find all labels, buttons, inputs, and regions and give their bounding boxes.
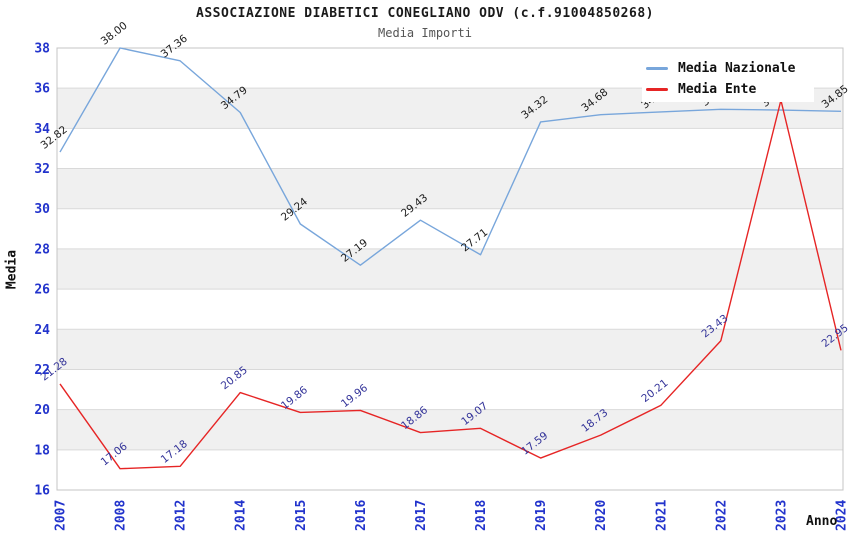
x-axis-title: Anno (806, 514, 838, 529)
plot-band (57, 248, 843, 290)
y-tick-label: 22 (34, 363, 50, 378)
x-tick-label: 2017 (414, 500, 429, 531)
plot-band (57, 168, 843, 209)
legend: Media Nazionale Media Ente (642, 56, 814, 102)
y-tick-label: 36 (34, 82, 50, 97)
y-tick-label: 20 (34, 403, 50, 418)
y-tick-label: 24 (34, 323, 50, 338)
legend-item-media-nazionale: Media Nazionale (646, 61, 814, 76)
x-tick-label: 2008 (114, 500, 129, 531)
y-tick-label: 38 (34, 42, 50, 57)
data-label: 38.00 (99, 20, 130, 48)
data-label: 19.86 (279, 384, 310, 412)
legend-swatch-red (646, 88, 668, 91)
legend-label: Media Ente (678, 82, 757, 97)
x-tick-label: 2021 (654, 500, 669, 531)
plot-band (57, 329, 843, 370)
plot-border (56, 47, 844, 491)
chart-title: ASSOCIAZIONE DIABETICI CONEGLIANO ODV (c… (196, 6, 654, 21)
x-tick-label: 2022 (714, 500, 729, 531)
x-tick-label: 2024 (835, 500, 850, 531)
x-tick-label: 2007 (54, 500, 69, 531)
x-tick-label: 2023 (774, 500, 789, 531)
plot-band (57, 409, 843, 450)
legend-item-media-ente: Media Ente (646, 82, 814, 97)
y-tick-label: 34 (34, 122, 50, 137)
data-label: 19.96 (339, 382, 370, 410)
y-tick-label: 32 (34, 162, 50, 177)
x-tick-label: 2016 (354, 500, 369, 531)
x-tick-label: 2019 (534, 500, 549, 531)
y-tick-label: 28 (34, 242, 50, 257)
x-tick-label: 2018 (474, 500, 489, 531)
chart-subtitle: Media Importi (378, 26, 472, 40)
series-line-media-nazionale (59, 47, 842, 266)
y-tick-label: 18 (34, 443, 50, 458)
data-label: 37.36 (159, 32, 190, 60)
x-tick-label: 2012 (174, 500, 189, 531)
y-tick-label: 30 (34, 202, 50, 217)
legend-swatch-blue (646, 67, 668, 70)
x-tick-label: 2014 (234, 500, 249, 531)
y-tick-label: 16 (34, 484, 50, 499)
x-tick-label: 2020 (594, 500, 609, 531)
legend-label: Media Nazionale (678, 61, 796, 76)
y-tick-label: 26 (34, 283, 50, 298)
y-axis-title: Media (4, 249, 20, 290)
series-line-media-ente (59, 99, 842, 470)
x-tick-label: 2015 (294, 500, 309, 531)
